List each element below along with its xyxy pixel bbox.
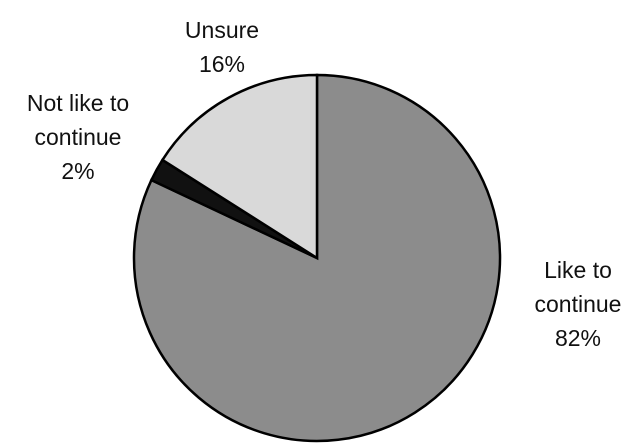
value-label: 82%: [554, 325, 602, 351]
value-label: 16%: [198, 51, 246, 77]
pie-slice: [160, 73, 319, 261]
category-name: Not like to continue: [26, 90, 130, 150]
category-name: Unsure: [184, 17, 260, 43]
slice-label: Like to continue 82%: [518, 253, 638, 355]
slice-label: Not like to continue 2%: [3, 86, 153, 188]
slice-label: Unsure 16%: [162, 13, 282, 81]
value-label: 2%: [61, 158, 95, 184]
category-name: Like to continue: [534, 257, 622, 317]
